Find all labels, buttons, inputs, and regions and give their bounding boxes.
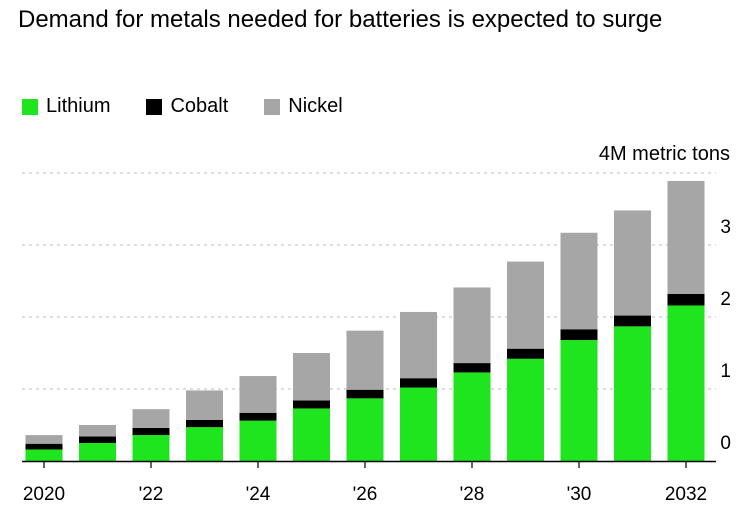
bar-nickel-2022 (132, 409, 170, 428)
bar-lithium-2020 (25, 449, 63, 461)
bar-cobalt-2021 (79, 436, 116, 443)
bar-nickel-2021 (79, 425, 116, 437)
y-tick-label-3: 3 (720, 217, 731, 238)
bar-cobalt-2028 (453, 363, 491, 373)
x-tick-label-2022: '22 (139, 484, 164, 505)
bar-nickel-2023 (186, 390, 223, 420)
bar-nickel-2026 (346, 330, 384, 390)
bar-lithium-2022 (132, 435, 170, 461)
legend-label-lithium: Lithium (46, 95, 111, 117)
x-tick-label-2030: '30 (567, 484, 592, 505)
bar-lithium-2032 (667, 305, 705, 461)
bar-lithium-2028 (453, 372, 491, 461)
bar-nickel-2025 (293, 353, 330, 401)
bar-cobalt-2031 (614, 315, 651, 327)
bar-cobalt-2023 (186, 419, 223, 428)
bar-nickel-2032 (667, 180, 705, 294)
legend-item-cobalt: Cobalt (146, 95, 228, 118)
y-tick-label-0: 0 (720, 433, 731, 454)
bar-nickel-2029 (507, 261, 544, 349)
x-tick-label-2026: '26 (353, 484, 378, 505)
legend-item-nickel: Nickel (264, 95, 343, 118)
bar-cobalt-2025 (293, 400, 330, 409)
y-tick-label-1: 1 (720, 361, 731, 382)
bar-lithium-2024 (239, 420, 277, 461)
bar-nickel-2030 (560, 232, 598, 330)
bar-lithium-2029 (507, 358, 544, 461)
bar-lithium-2025 (293, 408, 330, 461)
bar-lithium-2031 (614, 326, 651, 461)
bar-nickel-2028 (453, 287, 491, 364)
bar-lithium-2027 (400, 387, 437, 461)
bar-lithium-2030 (560, 340, 598, 461)
bar-cobalt-2026 (346, 389, 384, 399)
bar-cobalt-2029 (507, 348, 544, 359)
unit-label: 4M metric tons (599, 143, 730, 165)
bar-cobalt-2020 (25, 443, 63, 450)
axis-labels: 0 1 2 3 2020 '22 '24 '26 '28 '30 2032 (23, 217, 731, 505)
bar-cobalt-2027 (400, 378, 437, 388)
bar-lithium-2021 (79, 443, 116, 461)
x-tick-label-2024: '24 (246, 484, 271, 505)
bar-cobalt-2024 (239, 412, 277, 421)
legend-label-nickel: Nickel (288, 95, 343, 117)
legend-swatch-nickel (264, 98, 281, 115)
x-axis (22, 460, 716, 468)
x-tick-label-2028: '28 (460, 484, 485, 505)
bars (25, 180, 705, 461)
bar-nickel-2024 (239, 376, 277, 413)
chart-title: Demand for metals needed for batteries i… (18, 6, 663, 33)
bar-nickel-2027 (400, 311, 437, 379)
bar-lithium-2026 (346, 398, 384, 461)
bar-nickel-2031 (614, 210, 651, 316)
x-tick-label-2032: 2032 (665, 484, 707, 505)
y-tick-label-2: 2 (720, 289, 731, 310)
x-tick-label-2020: 2020 (23, 484, 65, 505)
legend-swatch-cobalt (146, 98, 163, 115)
legend-label-cobalt: Cobalt (170, 95, 229, 117)
legend-swatch-lithium (22, 98, 38, 115)
bar-nickel-2020 (25, 435, 63, 444)
bar-cobalt-2032 (667, 293, 705, 306)
bar-cobalt-2030 (560, 329, 598, 341)
legend: Lithium Cobalt Nickel (22, 95, 379, 118)
bar-lithium-2023 (186, 427, 223, 461)
legend-item-lithium: Lithium (22, 95, 110, 118)
bar-cobalt-2022 (132, 427, 170, 436)
